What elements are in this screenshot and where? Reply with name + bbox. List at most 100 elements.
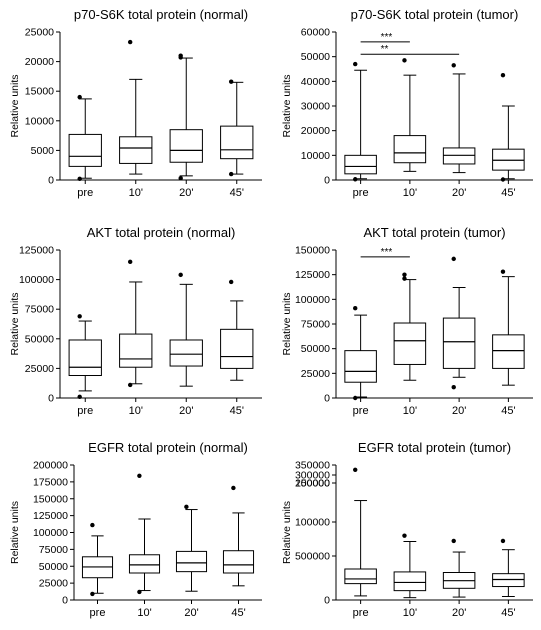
y-tick-label: 75000: [25, 304, 54, 316]
y-tick-label: 125000: [19, 245, 54, 257]
outlier-point: [451, 538, 456, 544]
outlier-point: [353, 306, 358, 311]
y-tick-label: 100000: [33, 527, 68, 539]
outlier-point: [90, 522, 95, 528]
y-tick-label: 75000: [301, 319, 330, 331]
box-plot-1: [81, 535, 114, 594]
chart-title: AKT total protein (tumor): [363, 225, 505, 240]
box-plot-2: [393, 279, 427, 381]
outlier-point: [353, 467, 358, 472]
y-tick-label: 50000: [301, 343, 330, 355]
box-iqr: [68, 339, 102, 377]
box-iqr: [128, 554, 161, 574]
chart-title: p70-S6K total protein (normal): [74, 7, 248, 22]
x-tick-label: pre: [353, 187, 369, 199]
y-tick-label: 50000: [39, 561, 68, 573]
box-iqr: [175, 550, 208, 573]
y-tick-label: 0: [324, 175, 330, 187]
box-plot-4: [492, 105, 525, 180]
box-plot-2: [393, 541, 427, 599]
y-tick-label: 100000: [19, 274, 54, 286]
box-iqr: [344, 568, 377, 585]
box-plot-1: [344, 314, 377, 398]
outlier-point: [451, 384, 456, 390]
chart-title: AKT total protein (normal): [87, 225, 236, 240]
x-tick-label: 20': [179, 187, 193, 199]
y-axis-label: Relative units: [9, 501, 21, 564]
y-tick-label: 50000: [301, 51, 330, 63]
chart-title: EGFR total protein (tumor): [358, 440, 511, 455]
y-axis-label: Relative units: [281, 501, 293, 564]
x-tick-label: 10': [129, 187, 143, 199]
outlier-point: [228, 79, 234, 84]
box-plot-4: [492, 276, 525, 386]
outlier-point: [184, 504, 189, 510]
outlier-point: [137, 589, 142, 595]
outlier-point: [402, 533, 407, 538]
y-tick-label: 50000: [25, 333, 54, 345]
box-plot-4: [220, 81, 254, 175]
x-tick-label: 45': [231, 607, 245, 619]
y-tick-label: 200000: [33, 460, 68, 472]
x-tick-label: pre: [77, 187, 93, 199]
y-tick-label: 30000: [301, 101, 330, 113]
chart-panel-2: p70-S6K total protein (tumor) Relative un…: [281, 7, 533, 199]
x-tick-label: 10': [403, 607, 417, 619]
outlier-point: [127, 39, 133, 45]
box-iqr: [492, 148, 525, 171]
y-tick-label: 75000: [39, 544, 68, 556]
x-tick-label: 45': [230, 405, 244, 417]
y-tick-label: 5000: [31, 145, 55, 157]
box-plot-2: [393, 74, 427, 172]
box-iqr: [220, 328, 254, 369]
box-iqr: [492, 334, 525, 369]
outlier-point: [451, 63, 456, 68]
significance-label: ***: [381, 32, 393, 43]
box-iqr: [393, 322, 427, 365]
y-tick-label: 10000: [301, 150, 330, 162]
box-iqr: [442, 317, 476, 369]
outlier-point: [178, 272, 183, 278]
outlier-point: [402, 272, 407, 277]
outlier-point: [228, 279, 234, 285]
box-plot-3: [169, 283, 203, 387]
outlier-point: [451, 256, 456, 262]
y-tick-label: 0: [324, 393, 330, 405]
box-iqr: [119, 136, 153, 164]
box-plot-2: [119, 281, 153, 385]
outlier-point: [500, 538, 506, 544]
box-plot-2: [128, 518, 161, 592]
y-tick-label: 150000: [295, 245, 330, 257]
outlier-point: [500, 269, 506, 274]
y-tick-label: 10000: [25, 115, 54, 127]
y-tick-label: 500000: [295, 551, 330, 563]
box-iqr: [344, 154, 377, 175]
outlier-point: [353, 395, 358, 401]
chart-panel-3: AKT total protein (normal) Relative units…: [9, 225, 262, 417]
outlier-point: [77, 94, 82, 100]
box-plot-1: [344, 69, 377, 180]
x-tick-label: 45': [501, 187, 515, 199]
chart-panel-4: AKT total protein (tumor) Relative units 0…: [281, 225, 533, 417]
y-axis-label: Relative units: [281, 292, 293, 355]
y-axis-label: Relative units: [9, 292, 21, 355]
y-tick-label: 0: [48, 175, 54, 187]
box-plot-4: [222, 512, 255, 587]
chart-title: EGFR total protein (normal): [88, 440, 248, 455]
y-axis-label: Relative units: [9, 74, 21, 137]
x-tick-label: 20': [452, 187, 466, 199]
y-tick-label: 350000: [295, 460, 330, 472]
y-tick-label: 40000: [301, 76, 330, 88]
x-tick-label: 20': [179, 405, 193, 417]
box-plot-3: [169, 57, 203, 177]
x-tick-label: 10': [403, 187, 417, 199]
box-plot-3: [442, 551, 476, 598]
y-tick-label: 175000: [33, 476, 68, 488]
box-plot-2: [119, 78, 153, 175]
outlier-point: [127, 259, 133, 265]
y-tick-label: 0: [62, 595, 68, 607]
outlier-point: [353, 61, 358, 67]
box-plot-1: [68, 98, 102, 179]
outlier-point: [231, 485, 236, 491]
y-tick-label: 125000: [33, 510, 68, 522]
